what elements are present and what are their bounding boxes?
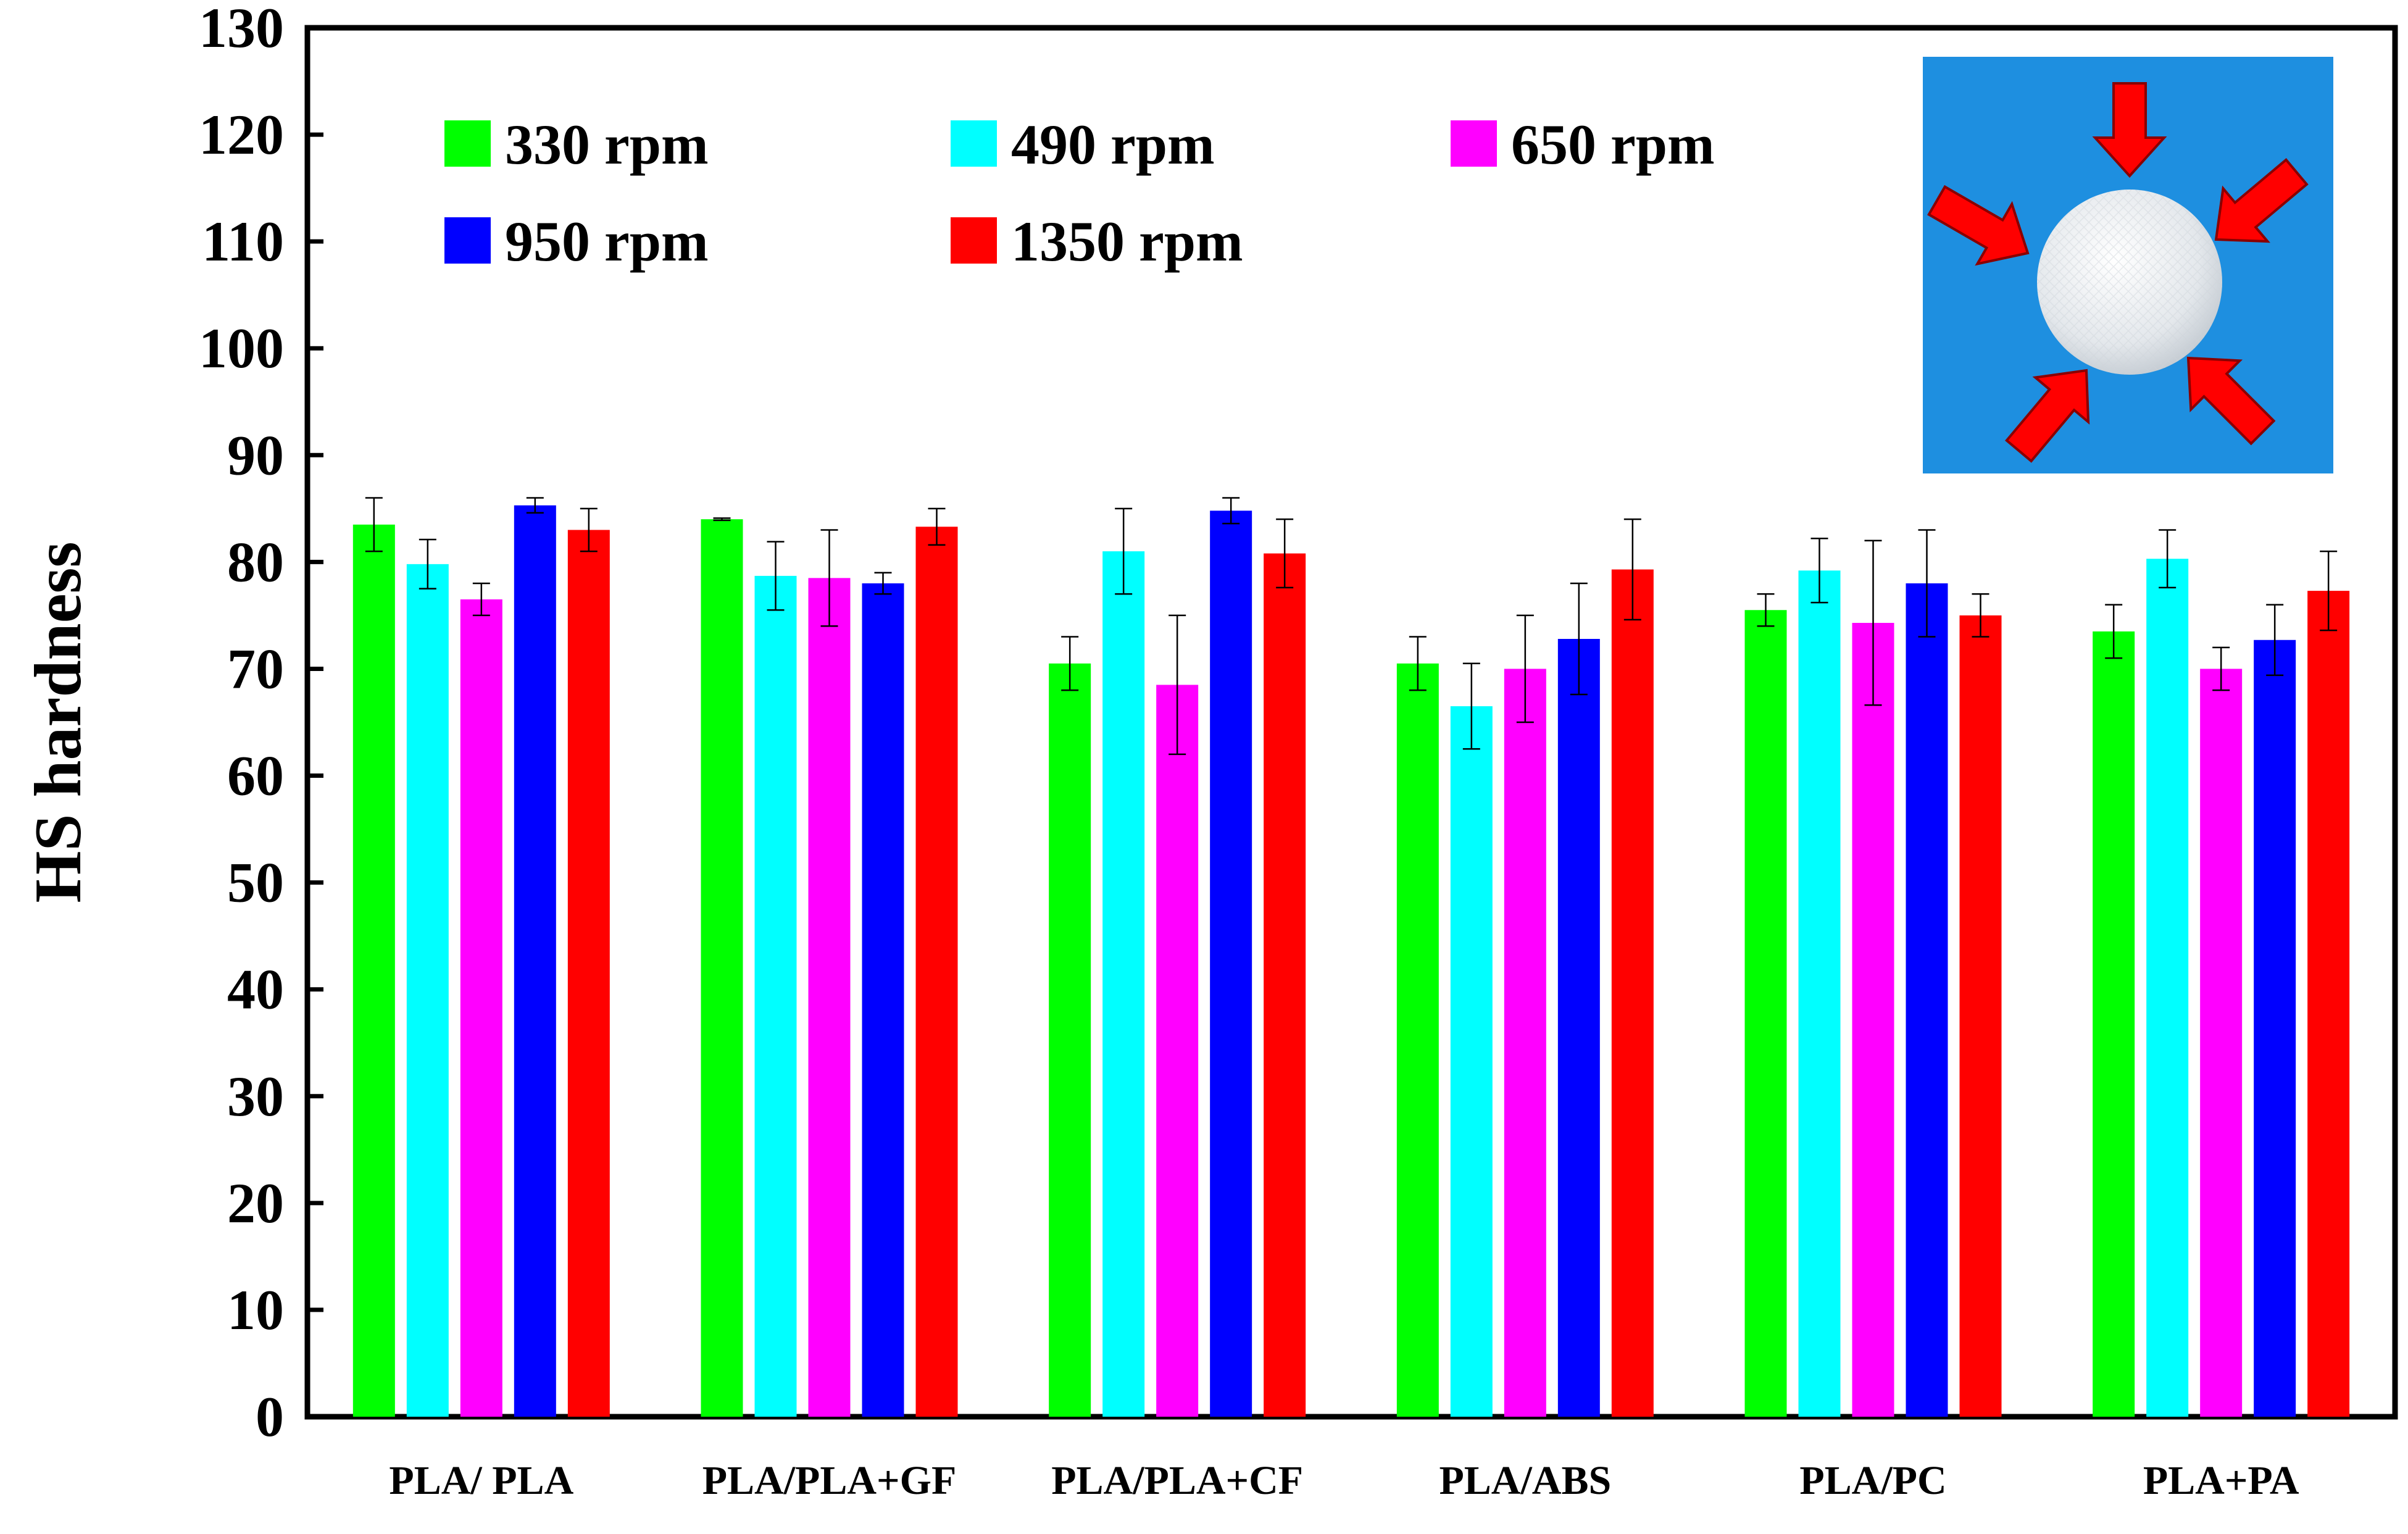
bar xyxy=(1959,615,2002,1417)
legend-swatch-950 xyxy=(444,217,491,264)
bar xyxy=(1852,623,1894,1417)
bar xyxy=(862,583,904,1417)
legend-swatch-490 xyxy=(951,120,997,167)
y-tick-label: 10 xyxy=(227,1278,284,1341)
inset-photo xyxy=(1923,57,2333,473)
y-tick-label: 80 xyxy=(227,530,284,593)
bar xyxy=(1102,551,1145,1417)
y-tick-label: 130 xyxy=(199,0,284,59)
bar xyxy=(406,564,449,1417)
y-tick-label: 60 xyxy=(227,744,284,807)
legend-label-950: 950 rpm xyxy=(505,210,709,273)
arrow-top xyxy=(2092,82,2167,178)
y-axis-title: HS hardness xyxy=(22,541,95,902)
x-category-label: PLA/PLA+CF xyxy=(1051,1458,1303,1503)
arrow-lower-left xyxy=(2004,369,2090,463)
bar xyxy=(567,530,610,1417)
bar xyxy=(2146,559,2189,1417)
bar xyxy=(754,575,797,1417)
arrow-lower-right xyxy=(2186,356,2276,446)
bar xyxy=(1504,669,1546,1417)
x-category-label: PLA+PA xyxy=(2143,1458,2299,1503)
bar xyxy=(1264,553,1306,1417)
y-tick-label: 90 xyxy=(227,423,284,486)
legend-swatch-650 xyxy=(1451,120,1497,167)
arrow-upper-right xyxy=(2214,157,2309,243)
bar xyxy=(1396,663,1439,1417)
bars xyxy=(352,497,2350,1417)
bar xyxy=(1611,569,1654,1417)
x-category-label: PLA/ PLA xyxy=(389,1458,573,1503)
y-tick-label: 70 xyxy=(227,637,284,700)
bar xyxy=(2200,669,2243,1417)
bar xyxy=(1210,511,1252,1417)
y-tick-label: 50 xyxy=(227,851,284,914)
plot-frame xyxy=(304,25,2398,1420)
legend-swatch-1350 xyxy=(951,217,997,264)
legend-label-490: 490 rpm xyxy=(1011,113,1215,176)
y-tick-label: 40 xyxy=(227,958,284,1021)
x-axis: PLA/ PLA PLA/PLA+GF PLA/PLA+CF PLA/ABS PLA/P… xyxy=(389,1458,2299,1503)
legend-label-330: 330 rpm xyxy=(505,113,709,176)
legend: 330 rpm 490 rpm 650 rpm 950 rpm 1350 rpm xyxy=(444,113,1715,273)
arrow-upper-left xyxy=(1927,185,2030,266)
y-tick-label: 110 xyxy=(202,210,284,273)
bar xyxy=(460,599,502,1417)
bar xyxy=(2093,631,2135,1417)
bar xyxy=(352,524,395,1417)
bar xyxy=(1557,639,1600,1417)
legend-swatch-330 xyxy=(444,120,491,167)
legend-label-1350: 1350 rpm xyxy=(1011,210,1243,273)
y-tick-label: 0 xyxy=(256,1385,284,1448)
bar xyxy=(2307,591,2350,1417)
sphere-texture xyxy=(2037,190,2222,375)
y-tick-label: 120 xyxy=(199,103,284,166)
bar xyxy=(1450,706,1493,1417)
x-category-label: PLA/ABS xyxy=(1439,1458,1611,1503)
bar xyxy=(808,578,851,1417)
y-tick-label: 20 xyxy=(227,1172,284,1235)
legend-label-650: 650 rpm xyxy=(1511,113,1715,176)
bar xyxy=(1744,610,1787,1417)
y-tick-label: 30 xyxy=(227,1065,284,1128)
bar xyxy=(2254,640,2296,1417)
bar xyxy=(1906,583,1948,1417)
bar xyxy=(1156,685,1199,1417)
bar xyxy=(701,519,743,1417)
x-category-label: PLA/PC xyxy=(1799,1458,1946,1503)
bar xyxy=(514,505,556,1417)
bar xyxy=(1049,663,1091,1417)
y-axis: 0 10 20 30 40 50 60 70 80 90 100 110 120 130 xyxy=(199,0,323,1448)
bar xyxy=(915,527,958,1417)
y-tick-label: 100 xyxy=(199,317,284,380)
x-category-label: PLA/PLA+GF xyxy=(702,1458,957,1503)
bar xyxy=(1798,570,1841,1417)
